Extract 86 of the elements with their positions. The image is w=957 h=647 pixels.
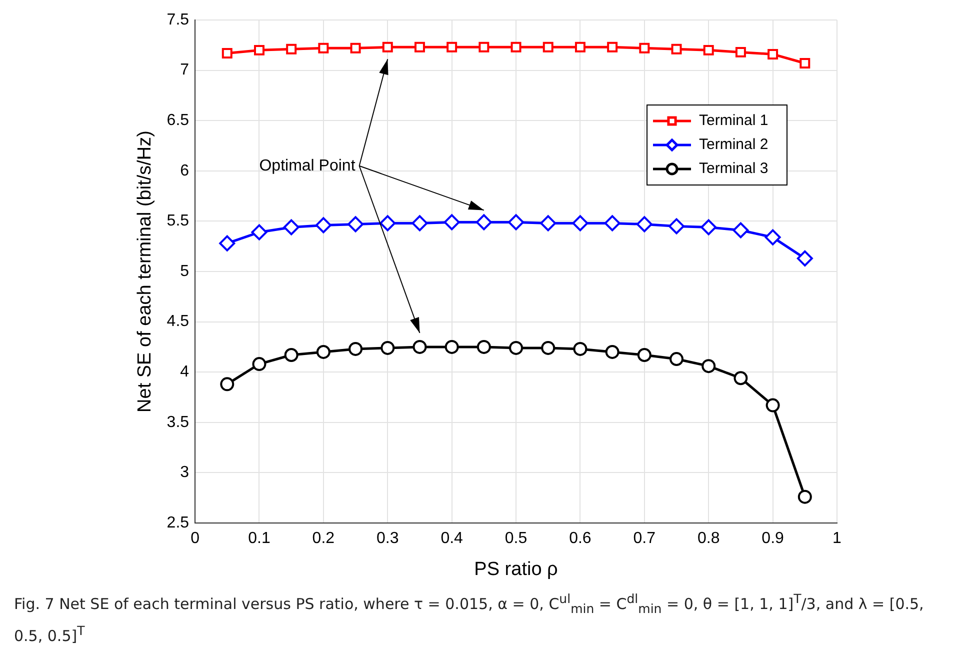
point <box>509 340 524 355</box>
point <box>702 359 716 374</box>
point <box>636 216 652 232</box>
point <box>380 340 395 355</box>
point <box>700 219 717 236</box>
y-tick-label: 2.5 <box>166 514 190 532</box>
point <box>254 44 264 56</box>
y-tick-label: 7 <box>180 62 190 79</box>
point <box>668 218 685 234</box>
point <box>637 348 652 362</box>
point <box>444 214 460 230</box>
y-tick-label: 7.5 <box>166 11 190 28</box>
point <box>798 490 812 504</box>
x-tick-label: 0.6 <box>569 530 592 548</box>
y-tick-label: 5 <box>180 262 190 280</box>
y-axis-title: Net SE of each terminal (bit/s/Hz) <box>134 130 156 412</box>
annotation: Optimal Point <box>259 157 356 174</box>
point <box>734 371 748 386</box>
point <box>735 46 746 58</box>
point <box>508 214 524 230</box>
point <box>800 58 810 68</box>
x-tick-label: 0.4 <box>440 530 464 548</box>
x-tick-label: 0 <box>190 530 200 548</box>
point <box>446 42 458 52</box>
point <box>574 42 586 52</box>
point <box>283 219 300 236</box>
point <box>382 42 393 52</box>
y-tick-label: 3 <box>180 464 190 482</box>
point <box>478 42 490 52</box>
x-tick-label: 0.3 <box>376 530 399 548</box>
y-tick-label: 4 <box>180 364 190 381</box>
point <box>639 42 650 54</box>
x-axis-title: PS ratio ρ <box>474 558 558 580</box>
point <box>768 48 778 60</box>
point <box>315 217 332 234</box>
point <box>348 342 363 356</box>
point <box>796 250 813 266</box>
point <box>380 215 396 232</box>
point <box>542 42 554 52</box>
point <box>219 235 236 252</box>
y-tick-label: 3.5 <box>166 414 190 431</box>
point <box>412 340 427 354</box>
point <box>350 42 361 54</box>
text: Fig. 7 Net SE of each terminal versus PS ratio, where τ = 0.015, α = 0, C$^{ul}$$_{min}$ = C$^{dl}$$_{min}$ = 0, θ = [1, 1, 1]$^{T}$/3, and λ = [0.5, 0.5, 0.5]$^{T}$ <box>14 591 924 645</box>
point <box>764 229 781 246</box>
y-tick-label: 6 <box>180 162 190 180</box>
point <box>286 44 297 54</box>
point <box>573 342 588 356</box>
point <box>607 42 618 52</box>
point <box>476 214 492 230</box>
point <box>412 215 428 232</box>
point <box>541 340 556 355</box>
point <box>251 224 268 240</box>
point <box>318 42 329 54</box>
point <box>540 215 556 232</box>
x-tick-label: 0.7 <box>633 530 656 548</box>
point <box>703 44 714 56</box>
y-tick-label: 4.5 <box>166 313 190 330</box>
x-tick-label: 1 <box>832 530 842 548</box>
y-tick-label: 6.5 <box>166 112 190 130</box>
point <box>476 340 491 354</box>
y-tick-label: 5.5 <box>166 212 190 230</box>
point <box>670 352 684 366</box>
point <box>444 340 459 354</box>
point <box>316 344 330 359</box>
legend-label: Terminal 2 <box>699 136 768 154</box>
legend-label: Terminal 3 <box>699 160 768 178</box>
point <box>732 222 749 238</box>
x-tick-label: 0.1 <box>248 530 270 548</box>
point <box>604 215 620 232</box>
point <box>414 42 425 52</box>
point <box>572 215 588 232</box>
x-tick-label: 0.5 <box>504 530 528 548</box>
point <box>605 344 620 359</box>
x-tick-label: 0.2 <box>312 530 335 548</box>
point <box>222 48 232 58</box>
point <box>220 377 234 392</box>
point <box>766 398 780 412</box>
point <box>252 357 266 372</box>
legend-label: Terminal 1 <box>699 112 768 130</box>
x-tick-label: 0.9 <box>762 530 784 548</box>
point <box>284 348 298 362</box>
point <box>671 44 682 54</box>
point <box>348 216 364 232</box>
point <box>510 42 522 52</box>
x-tick-label: 0.8 <box>697 530 720 548</box>
